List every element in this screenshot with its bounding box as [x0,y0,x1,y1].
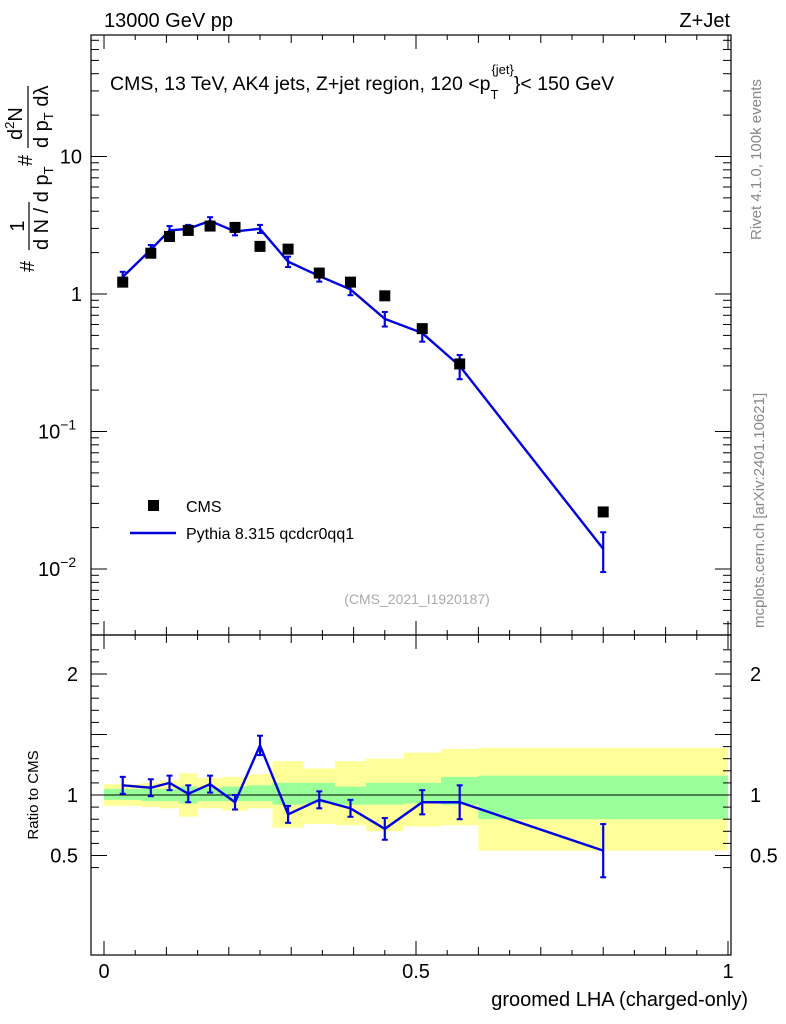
cms-data-point [182,224,194,236]
ratio-y-tick-label-right: 2 [750,664,761,686]
y-tick-label: 10−1 [38,417,76,444]
legend-cms-label: CMS [186,499,222,516]
y-tick-label: 10 [60,147,82,169]
header-process-label: Z+Jet [679,10,730,32]
main-y-axis-label: # 1 d N / d pT # d2N d pT dλ [2,86,56,272]
stat-uncertainty-band [334,786,367,805]
ratio-uncertainty-bands [91,747,731,851]
x-tick-label: 0.5 [402,961,430,983]
ratio-plot-panel: 2 2 1 1 0.5 0.5 0 0.5 1 Ratio to CMS groomed LHA… [25,634,778,1011]
stat-uncertainty-band [247,785,273,802]
ratio-y-tick-label-left: 0.5 [50,846,78,868]
cms-data-point [379,290,391,302]
ratio-plot-tick-labels: 2 2 1 1 0.5 0.5 0 0.5 1 [50,664,778,983]
legend: CMS Pythia 8.315 qcdcr0qq1 [130,499,354,543]
cms-data-point [117,276,129,288]
ratio-y-tick-label-left: 2 [67,664,78,686]
cms-data-point [313,267,325,279]
cms-data-series [117,220,609,518]
legend-cms-marker [148,500,159,511]
header-energy-label: 13000 GeV pp [104,10,233,32]
cms-data-point [204,220,216,232]
rivet-version-label: Rivet 4.1.0, 100k events [748,79,765,240]
cms-data-point [145,247,157,259]
y-tick-label: 10−2 [38,554,76,581]
ratio-mc-series [119,734,607,879]
ratio-plot-frame [90,634,732,956]
cms-data-point [254,240,266,252]
mc-line [121,219,605,550]
svg-text:#: # [17,260,39,272]
ratio-y-tick-label-right: 1 [750,785,761,807]
ratio-y-tick-label-left: 1 [67,785,78,807]
cms-data-point [344,276,356,288]
ratio-y-axis-label: Ratio to CMS [25,750,42,839]
y-tick-label: 1 [71,284,82,306]
main-plot-axes [91,35,731,635]
main-plot-tick-labels: 10 1 10−1 10−2 [38,147,82,582]
svg-text:d N / d pT: d N / d pT [31,166,56,250]
x-axis-label: groomed LHA (charged-only) [491,989,748,1011]
ratio-plot-axes [91,635,731,955]
ratio-mc-line [122,742,604,852]
svg-text:1: 1 [7,220,29,231]
stat-uncertainty-band [366,782,404,805]
ratio-y-tick-label-right: 0.5 [750,846,778,868]
cms-data-point [164,230,176,242]
stat-uncertainty-band [478,775,728,820]
x-tick-label: 0 [98,961,109,983]
cms-data-point [229,221,241,233]
mcplots-source-label: mcplots.cern.ch [arXiv:2401.10621] [751,393,768,628]
cms-data-point [282,243,294,255]
stat-uncertainty-band [197,787,223,802]
cms-data-point [597,506,609,518]
svg-text:#: # [15,154,37,166]
stat-uncertainty-band [272,782,304,805]
x-tick-label: 1 [722,961,733,983]
legend-mc-label: Pythia 8.315 qcdcr0qq1 [186,526,354,543]
cms-data-point [416,323,428,335]
cms-data-point [454,358,466,370]
analysis-id-annotation: (CMS_2021_I1920187) [344,591,490,607]
svg-text:d pT dλ: d pT dλ [31,86,56,148]
